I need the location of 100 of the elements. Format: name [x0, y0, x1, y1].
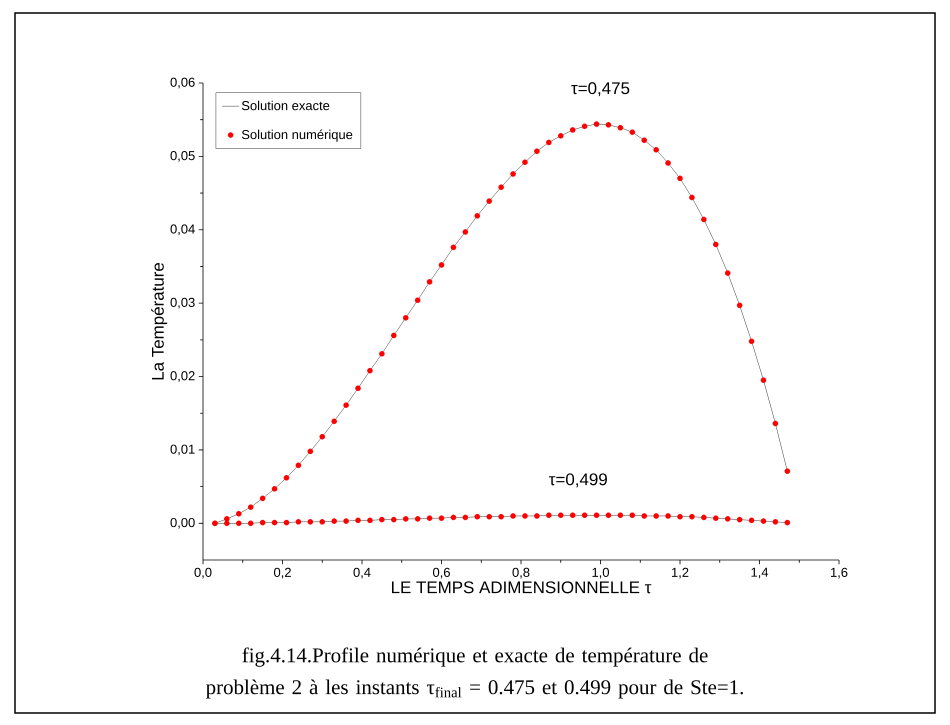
- point: [308, 519, 314, 525]
- point: [772, 420, 778, 426]
- point: [748, 518, 754, 524]
- point: [260, 496, 266, 502]
- point: [677, 176, 683, 182]
- point: [582, 124, 588, 130]
- point: [272, 486, 278, 492]
- point: [712, 515, 719, 521]
- x-tick-label: 1,6: [830, 568, 848, 578]
- point: [677, 514, 683, 520]
- point: [426, 279, 432, 285]
- point: [438, 515, 444, 521]
- annotation: τ=0,499: [548, 473, 607, 488]
- point: [486, 198, 492, 204]
- point: [630, 129, 636, 135]
- point: [606, 512, 612, 518]
- point: [760, 377, 766, 383]
- point: [689, 194, 695, 200]
- point: [474, 514, 480, 520]
- point: [724, 516, 730, 522]
- point: [606, 122, 612, 128]
- point: [570, 512, 576, 518]
- point: [391, 332, 397, 338]
- point: [402, 516, 409, 522]
- point: [296, 519, 302, 525]
- x-tick-label: 1,4: [751, 568, 768, 578]
- y-tick-label: 0,03: [170, 298, 195, 308]
- point: [498, 184, 504, 190]
- point: [534, 148, 540, 154]
- point: [630, 512, 636, 518]
- x-tick-label: 0,2: [274, 568, 291, 578]
- point: [260, 520, 266, 526]
- point: [486, 514, 492, 520]
- x-tick-label: 1,2: [672, 568, 688, 578]
- point: [319, 519, 326, 525]
- point: [379, 516, 385, 522]
- point: [438, 262, 444, 268]
- point: [558, 133, 564, 139]
- point: [462, 514, 468, 520]
- caption: fig.4.14.Profile numérique et exacte de température de problème 2 à les instants τ$_{final}$ = 0.475 et 0.499 pour de Ste=1.: [206, 647, 743, 699]
- y-tick-label: 0,06: [170, 78, 195, 88]
- point: [522, 159, 528, 166]
- point: [760, 518, 766, 524]
- point: [689, 514, 695, 520]
- point: [558, 512, 564, 518]
- point: [546, 512, 552, 518]
- point: [355, 385, 361, 392]
- point: [379, 350, 385, 357]
- point: [331, 418, 337, 424]
- point: [784, 468, 790, 474]
- point: [450, 514, 456, 520]
- y-tick-label: 0,05: [170, 151, 195, 162]
- point: [582, 512, 588, 518]
- y-axis-title: La Température: [151, 262, 168, 380]
- y-tick-label: 0,02: [170, 371, 195, 382]
- point: [653, 146, 659, 153]
- point: [272, 520, 278, 526]
- point: [594, 121, 600, 127]
- point: [391, 516, 397, 522]
- legend-label: Solution numérique: [242, 130, 352, 142]
- point: [748, 338, 754, 344]
- x-tick-label: 0,6: [433, 568, 450, 578]
- point: [665, 513, 671, 519]
- point: [701, 216, 707, 222]
- point: [236, 510, 242, 517]
- point: [414, 297, 420, 304]
- legend-label: Solution exacte: [242, 100, 330, 110]
- point: [510, 513, 516, 519]
- point: [414, 516, 420, 522]
- point: [736, 302, 742, 308]
- point: [284, 520, 290, 526]
- x-tick-label: 1,0: [592, 568, 610, 578]
- point: [402, 315, 409, 321]
- point: [724, 270, 730, 276]
- point: [296, 462, 302, 468]
- point: [653, 513, 659, 519]
- point: [736, 516, 742, 522]
- point: [701, 514, 707, 520]
- point: [510, 171, 516, 177]
- point: [641, 137, 648, 144]
- point: [712, 242, 719, 248]
- point: [343, 402, 349, 408]
- point: [522, 513, 528, 519]
- x-tick-label: 0,4: [354, 568, 371, 578]
- point: [331, 518, 337, 524]
- point: [462, 229, 468, 235]
- point: [618, 512, 624, 518]
- point: [641, 513, 648, 519]
- annotation: τ=0,475: [571, 82, 630, 96]
- point: [248, 504, 254, 510]
- point: [665, 160, 671, 166]
- point: [426, 515, 432, 521]
- point: [355, 518, 361, 524]
- point: [367, 368, 373, 374]
- point: [367, 518, 373, 524]
- x-tick-label: 0,0: [194, 568, 212, 578]
- point: [343, 518, 349, 524]
- point: [498, 514, 504, 520]
- y-tick-label: 0,01: [170, 444, 195, 456]
- point: [546, 140, 552, 146]
